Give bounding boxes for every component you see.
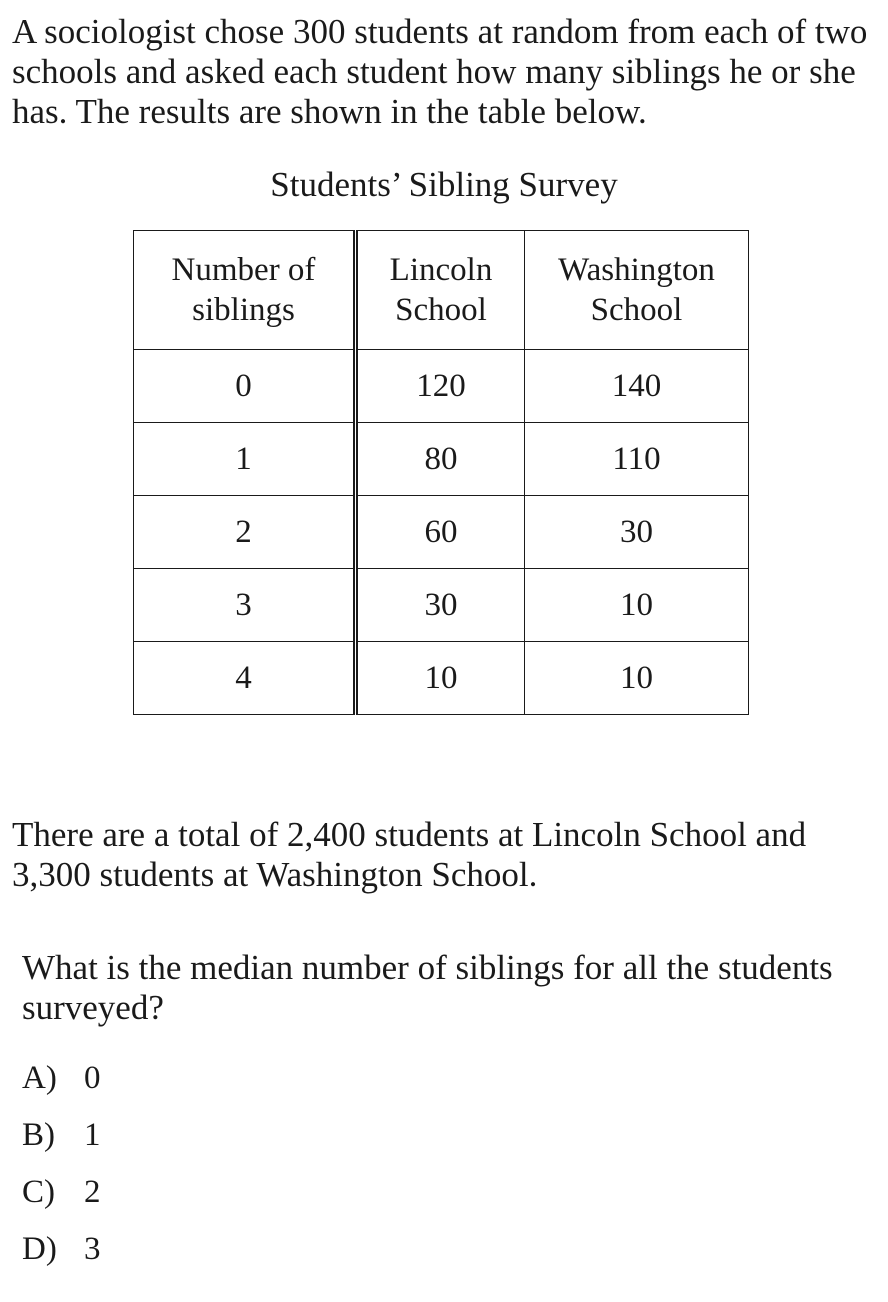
answer-choices: A) 0 B) 1 C) 2 D) 3 xyxy=(22,1055,101,1283)
lincoln-cell: 80 xyxy=(355,422,525,496)
choice-a[interactable]: A) 0 xyxy=(22,1055,101,1112)
choice-letter: A) xyxy=(22,1060,57,1096)
choice-text: 1 xyxy=(84,1117,101,1153)
lincoln-cell: 60 xyxy=(355,495,525,569)
sibling-survey-table: Number of siblings Lincoln School Washin… xyxy=(133,230,749,715)
table-row: 3 30 10 xyxy=(133,568,749,642)
washington-cell: 110 xyxy=(524,422,749,496)
washington-cell: 30 xyxy=(524,495,749,569)
washington-cell: 10 xyxy=(524,568,749,642)
header-lincoln-school: Lincoln School xyxy=(355,230,525,350)
table-row: 4 10 10 xyxy=(133,641,749,715)
choice-letter: D) xyxy=(22,1231,57,1267)
choice-b[interactable]: B) 1 xyxy=(22,1112,101,1169)
choice-letter: B) xyxy=(22,1117,55,1153)
table-row: 2 60 30 xyxy=(133,495,749,569)
table-row: 0 120 140 xyxy=(133,349,749,423)
siblings-cell: 2 xyxy=(133,495,358,569)
choice-d[interactable]: D) 3 xyxy=(22,1226,101,1283)
school-totals-note: There are a total of 2,400 students at L… xyxy=(12,815,807,894)
table-title: Students’ Sibling Survey xyxy=(270,165,618,204)
choice-letter: C) xyxy=(22,1174,55,1210)
siblings-cell: 1 xyxy=(133,422,358,496)
choice-c[interactable]: C) 2 xyxy=(22,1169,101,1226)
lincoln-cell: 120 xyxy=(355,349,525,423)
intro-paragraph: A sociologist chose 300 students at rand… xyxy=(12,12,868,131)
header-washington-school: Washington School xyxy=(524,230,749,350)
washington-cell: 140 xyxy=(524,349,749,423)
table-header-row: Number of siblings Lincoln School Washin… xyxy=(133,230,749,350)
choice-text: 0 xyxy=(84,1060,101,1096)
siblings-cell: 3 xyxy=(133,568,358,642)
header-number-of-siblings: Number of siblings xyxy=(133,230,358,350)
lincoln-cell: 10 xyxy=(355,641,525,715)
siblings-cell: 4 xyxy=(133,641,358,715)
washington-cell: 10 xyxy=(524,641,749,715)
lincoln-cell: 30 xyxy=(355,568,525,642)
table-row: 1 80 110 xyxy=(133,422,749,496)
siblings-cell: 0 xyxy=(133,349,358,423)
choice-text: 3 xyxy=(84,1231,101,1267)
question-text: What is the median number of siblings fo… xyxy=(22,948,833,1027)
choice-text: 2 xyxy=(84,1174,101,1210)
